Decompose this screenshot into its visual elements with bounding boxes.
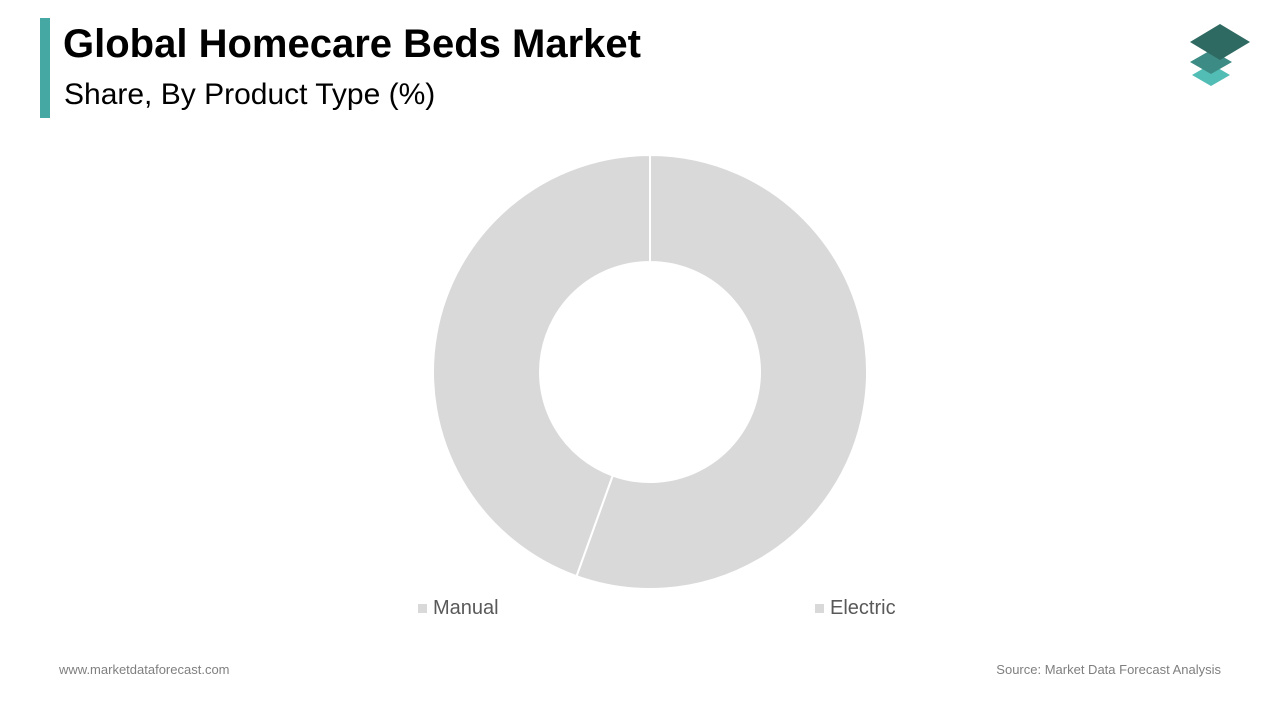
stacked-layers-logo-icon bbox=[1190, 24, 1250, 86]
legend-label-electric: Electric bbox=[830, 596, 896, 619]
page-title: Global Homecare Beds Market bbox=[63, 22, 641, 66]
legend-item-manual: Manual bbox=[418, 596, 499, 620]
legend-item-electric: Electric bbox=[815, 596, 896, 620]
title-accent-bar bbox=[40, 18, 50, 118]
source-footer: Source: Market Data Forecast Analysis bbox=[996, 662, 1221, 677]
donut-slice-manual bbox=[432, 153, 651, 578]
logo-layer-bottom bbox=[1192, 64, 1230, 86]
website-footer: www.marketdataforecast.com bbox=[59, 662, 230, 677]
legend-label-manual: Manual bbox=[433, 596, 499, 619]
page-subtitle: Share, By Product Type (%) bbox=[64, 78, 436, 111]
legend-swatch-electric bbox=[815, 603, 824, 613]
donut-slice-electric bbox=[575, 153, 868, 590]
legend-swatch-manual bbox=[418, 603, 427, 613]
logo-layer-top bbox=[1190, 24, 1250, 60]
